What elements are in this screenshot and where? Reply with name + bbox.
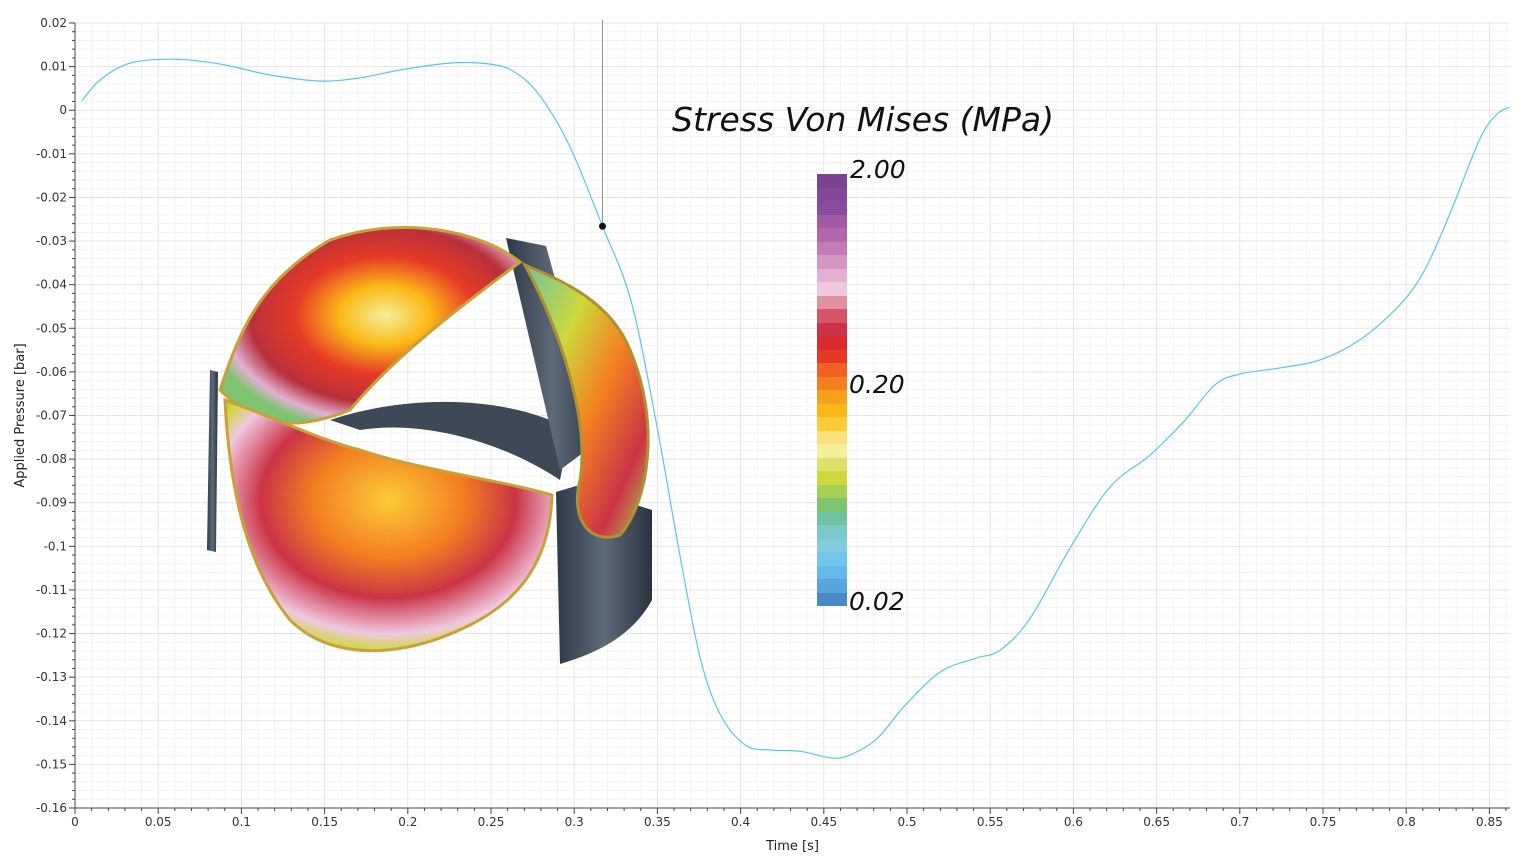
x-tick-label: 0.55 — [977, 815, 1004, 829]
valve-leaflet-right — [521, 261, 650, 539]
y-axis-label: Applied Pressure [bar] — [13, 343, 28, 487]
valve-leaflet-bottom — [223, 397, 554, 653]
colorbar-band — [817, 187, 847, 201]
valve-post-left — [207, 370, 218, 552]
x-tick-label: 0.75 — [1310, 815, 1337, 829]
heart-valve-render — [207, 225, 652, 664]
colorbar-band — [817, 511, 847, 525]
colorbar-band — [817, 241, 847, 255]
colorbar-band — [817, 174, 847, 188]
colorbar-band — [817, 552, 847, 566]
x-tick-label: 0.85 — [1476, 815, 1503, 829]
y-tick-label: -0.16 — [36, 801, 67, 815]
y-tick-label: -0.09 — [36, 496, 67, 510]
colorbar-band — [817, 565, 847, 579]
x-tick-label: 0.25 — [478, 815, 505, 829]
colorbar-band — [817, 390, 847, 404]
colorbar-mid-label: 0.20 — [849, 370, 905, 399]
y-tick-label: -0.06 — [36, 365, 67, 379]
colorbar-title: Stress Von Mises (MPa) — [672, 100, 1055, 139]
y-tick-label: -0.01 — [36, 147, 67, 161]
y-tick-label: 0 — [59, 103, 67, 117]
x-tick-label: 0.3 — [565, 815, 584, 829]
y-tick-label: -0.02 — [36, 190, 67, 204]
colorbar-band — [817, 525, 847, 539]
x-tick-label: 0.45 — [810, 815, 837, 829]
colorbar-band — [817, 417, 847, 431]
colorbar-band — [817, 295, 847, 309]
valve-post-right — [556, 486, 652, 664]
x-tick-label: 0.6 — [1064, 815, 1083, 829]
colorbar-band — [817, 268, 847, 282]
y-tick-label: -0.12 — [36, 627, 67, 641]
colorbar-band — [817, 538, 847, 552]
colorbar-band — [817, 322, 847, 336]
colorbar-band — [817, 349, 847, 363]
colorbar-band — [817, 214, 847, 228]
colorbar-band — [817, 201, 847, 215]
colorbar-band — [817, 484, 847, 498]
colorbar-band — [817, 592, 847, 606]
x-tick-label: 0.35 — [644, 815, 671, 829]
y-tick-label: -0.03 — [36, 234, 67, 248]
colorbar-band — [817, 363, 847, 377]
y-tick-label: 0.02 — [40, 16, 67, 30]
x-tick-label: 0.4 — [731, 815, 750, 829]
x-tick-label: 0 — [71, 815, 79, 829]
y-tick-label: -0.14 — [36, 714, 67, 728]
x-tick-label: 0.2 — [398, 815, 417, 829]
colorbar-band — [817, 430, 847, 444]
y-tick-label: -0.1 — [44, 539, 67, 553]
valve-frame-back — [330, 401, 570, 480]
y-tick-label: -0.08 — [36, 452, 67, 466]
y-tick-label: -0.15 — [36, 757, 67, 771]
colorbar-min-label: 0.02 — [849, 587, 905, 616]
x-tick-label: 0.1 — [232, 815, 251, 829]
plot-area — [81, 20, 1510, 759]
colorbar-band — [817, 376, 847, 390]
x-tick-label: 0.65 — [1143, 815, 1170, 829]
axes: 0 0.05 0.1 0.15 0.2 0.25 0.3 0.35 0.4 0.45 0.5 0.55… — [13, 16, 1510, 854]
colorbar — [817, 174, 847, 606]
current-time-marker — [598, 222, 606, 230]
x-tick-label: 0.5 — [897, 815, 916, 829]
y-tick-label: -0.04 — [36, 278, 67, 292]
y-tick-label: -0.13 — [36, 670, 67, 684]
colorbar-band — [817, 579, 847, 593]
x-tick-label: 0.15 — [311, 815, 338, 829]
colorbar-band — [817, 336, 847, 350]
colorbar-band — [817, 498, 847, 512]
y-tick-label: -0.11 — [36, 583, 67, 597]
colorbar-band — [817, 255, 847, 269]
colorbar-band — [817, 457, 847, 471]
valve-leaflet-top — [218, 225, 523, 425]
y-tick-label: 0.01 — [40, 60, 67, 74]
colorbar-band — [817, 444, 847, 458]
y-tick-label: -0.05 — [36, 321, 67, 335]
x-axis-label: Time [s] — [765, 839, 819, 854]
x-tick-label: 0.8 — [1397, 815, 1416, 829]
colorbar-max-label: 2.00 — [850, 155, 906, 184]
colorbar-band — [817, 309, 847, 323]
colorbar-band — [817, 403, 847, 417]
x-tick-label: 0.05 — [145, 815, 172, 829]
y-tick-label: -0.07 — [36, 409, 67, 423]
colorbar-band — [817, 228, 847, 242]
x-tick-label: 0.7 — [1230, 815, 1249, 829]
colorbar-band — [817, 282, 847, 296]
colorbar-band — [817, 471, 847, 485]
pressure-series-line — [81, 58, 1510, 759]
